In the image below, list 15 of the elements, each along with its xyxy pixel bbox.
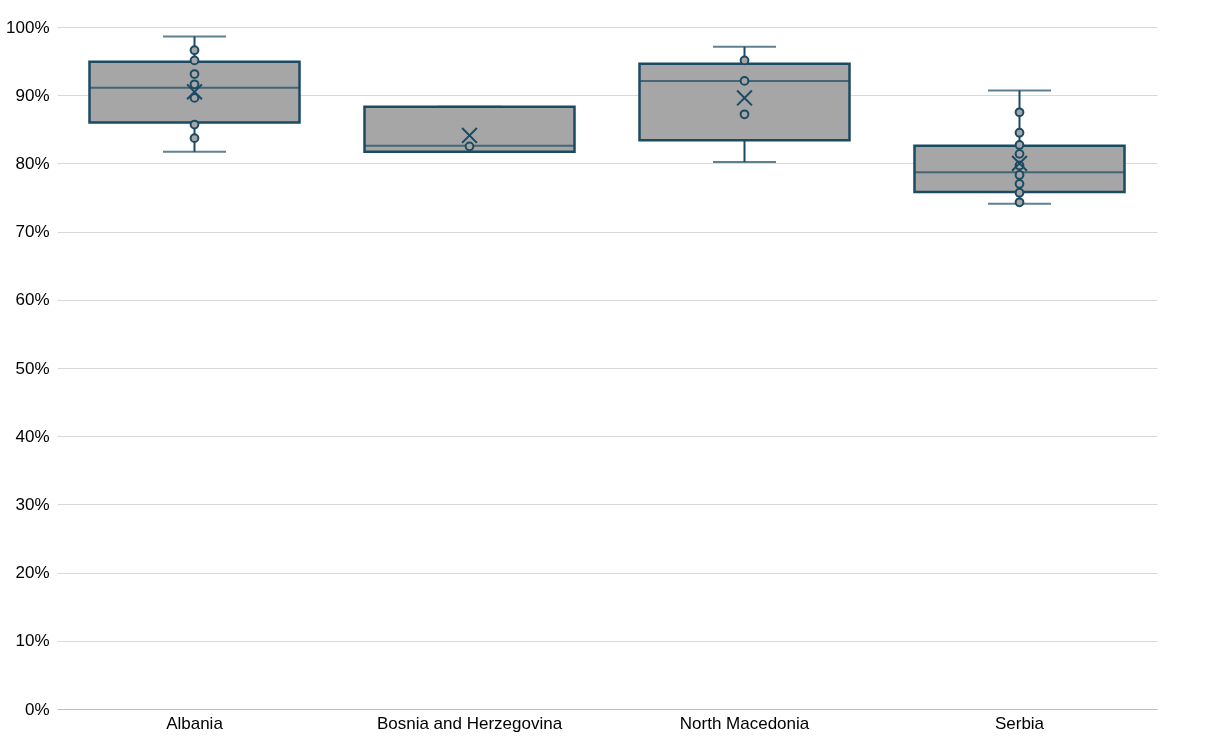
y-tick-label: 60% [15, 290, 50, 310]
y-tick-label: 40% [15, 426, 50, 446]
x-tick-label: Albania [166, 713, 224, 733]
y-tick-label: 20% [15, 563, 50, 583]
x-tick-label: Serbia [994, 713, 1045, 733]
y-tick-label: 30% [15, 494, 50, 514]
y-tick-label: 70% [15, 222, 50, 242]
y-tick-label: 100% [6, 17, 50, 37]
y-tick-label: 90% [15, 85, 50, 105]
y-tick-label: 50% [15, 358, 50, 378]
x-tick-label: Bosnia and Herzegovina [376, 713, 563, 733]
y-tick-label: 0% [24, 699, 50, 719]
y-tick-label: 80% [15, 153, 50, 173]
y-tick-label: 10% [15, 631, 50, 651]
x-tick-label: North Macedonia [679, 713, 810, 733]
